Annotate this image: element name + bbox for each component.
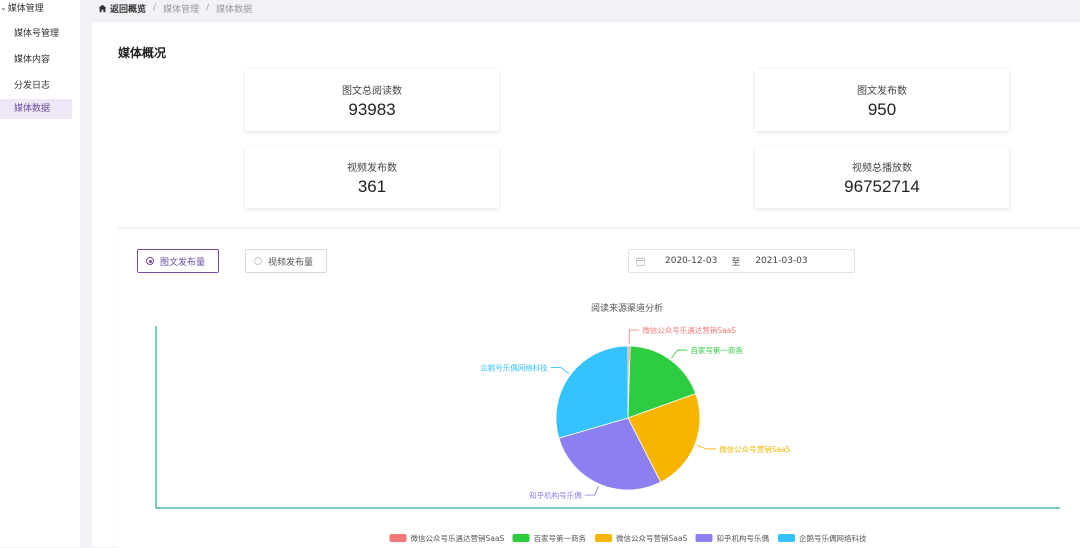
- legend-swatch[interactable]: [778, 534, 795, 542]
- chart-panel: 图文发布量 视频发布量 2020-12-03 至 2021-03-03 阅读来源…: [118, 228, 1080, 548]
- sidebar-item-label: 媒体数据: [14, 104, 51, 114]
- stat-label: 图文发布数: [857, 86, 907, 97]
- main-panel: 媒体概况 图文总阅读数 93983 图文发布数 950 视频发布数 361 视频…: [92, 22, 1080, 548]
- stat-label: 视频发布数: [347, 163, 397, 174]
- sidebar-item-distribution-log[interactable]: 分发日志: [14, 78, 50, 91]
- sidebar-group-label: 媒体管理: [7, 3, 44, 14]
- radio-video-volume[interactable]: 视频发布量: [245, 249, 327, 273]
- legend-swatch[interactable]: [695, 534, 713, 542]
- stat-card-videos-published: 视频发布数 361: [245, 146, 499, 208]
- radio-label: 视频发布量: [268, 257, 314, 268]
- radio-checked-icon: [146, 257, 154, 265]
- breadcrumb-separator: /: [206, 3, 210, 13]
- legend-swatch[interactable]: [595, 534, 612, 542]
- pie-label: 微信公众号营销SaaS: [719, 444, 790, 454]
- sidebar-item-media-data[interactable]: 媒体数据: [0, 99, 72, 119]
- home-icon: [98, 4, 107, 13]
- pie-slice-wechat-saas[interactable]: [627, 393, 701, 483]
- stat-card-article-reads: 图文总阅读数 93983: [245, 69, 499, 131]
- pie-slice-baijia[interactable]: [627, 345, 697, 419]
- pie-label-line: [584, 485, 599, 496]
- legend-item-label[interactable]: 企鹅号乐偶网络科技: [799, 533, 867, 543]
- stat-card-articles-published: 图文发布数 950: [755, 69, 1009, 131]
- pie-label: 知乎机构号乐偶: [529, 490, 582, 500]
- legend-item-label[interactable]: 百家号第一商务: [534, 533, 587, 543]
- breadcrumb-separator: /: [153, 3, 157, 13]
- stat-value: 950: [867, 100, 897, 119]
- stat-value: 93983: [348, 100, 396, 119]
- legend-item-label[interactable]: 知乎机构号乐偶: [717, 533, 770, 543]
- pie-label: 微信公众号乐遇达营销SaaS: [642, 325, 736, 335]
- date-separator: 至: [731, 257, 741, 268]
- sidebar-item-media-accounts[interactable]: 媒体号管理: [14, 26, 59, 39]
- pie-label-line: [671, 349, 688, 359]
- pie-label-line: [628, 329, 640, 345]
- radio-label: 图文发布量: [160, 257, 206, 268]
- page-title: 媒体概况: [118, 46, 167, 60]
- calendar-icon: [636, 257, 645, 266]
- sidebar-item-label: 媒体号管理: [14, 29, 60, 39]
- pie-label-line: [550, 367, 570, 374]
- pie-label: 百家号第一商务: [690, 345, 743, 355]
- pie-label-line: [696, 444, 717, 450]
- legend-swatch[interactable]: [389, 534, 407, 542]
- date-end-input[interactable]: 2021-03-03: [755, 256, 808, 266]
- radio-unchecked-icon: [254, 257, 262, 265]
- date-start-input[interactable]: 2020-12-03: [665, 256, 718, 266]
- sidebar-item-label: 分发日志: [14, 81, 51, 91]
- pie-slice-zhihu[interactable]: [558, 417, 662, 491]
- pie-slice-qiehao[interactable]: [555, 345, 629, 439]
- legend-item-label[interactable]: 微信公众号乐遇达营销SaaS: [411, 533, 505, 543]
- radio-article-volume[interactable]: 图文发布量: [137, 249, 219, 273]
- date-range-picker[interactable]: 2020-12-03 至 2021-03-03: [628, 249, 855, 273]
- chevron-down-icon: ⌄: [0, 2, 7, 12]
- stat-value: 361: [357, 177, 387, 196]
- pie-label: 企鹅号乐偶网络科技: [480, 363, 548, 373]
- stat-card-video-plays: 视频总播放数 96752714: [755, 146, 1009, 208]
- pie-chart: 阅读来源渠道分析 微信公众号乐遇达营销SaaS百家号第一商务微信公众号营销Saa…: [155, 302, 1060, 543]
- breadcrumb-back-link[interactable]: 返回概览: [110, 4, 147, 15]
- breadcrumb-item-media-data: 媒体数据: [216, 4, 253, 15]
- legend-swatch[interactable]: [512, 534, 530, 542]
- chart-title: 阅读来源渠道分析: [591, 302, 663, 314]
- sidebar-item-label: 媒体内容: [14, 55, 51, 65]
- sidebar-group-media[interactable]: ⌄ 媒体管理: [0, 0, 44, 14]
- stat-label: 视频总播放数: [852, 163, 912, 174]
- stat-value: 96752714: [844, 177, 920, 196]
- sidebar: ⌄ 媒体管理 媒体号管理 媒体内容 分发日志 媒体数据: [0, 0, 80, 547]
- stat-label: 图文总阅读数: [342, 86, 402, 97]
- breadcrumb: 返回概览 / 媒体管理 / 媒体数据: [92, 0, 1080, 16]
- legend-item-label[interactable]: 微信公众号营销SaaS: [616, 533, 687, 543]
- breadcrumb-item-media-management[interactable]: 媒体管理: [163, 4, 200, 15]
- sidebar-item-media-content[interactable]: 媒体内容: [14, 52, 50, 65]
